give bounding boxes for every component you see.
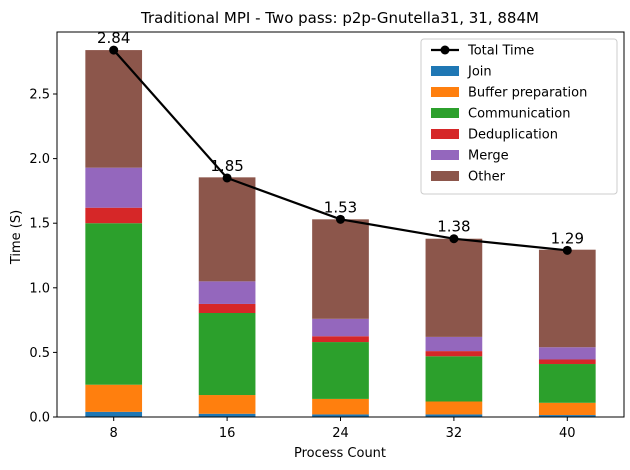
bar-segment-communication-8 — [85, 223, 143, 385]
total-time-point-8 — [109, 45, 119, 55]
legend-marker-total-time — [440, 45, 450, 55]
bar-segment-join-32 — [425, 414, 483, 417]
x-axis: 8 16 24 32 40 — [110, 417, 576, 441]
legend-swatch-merge — [431, 150, 459, 160]
bar-segment-deduplication-40 — [538, 359, 596, 365]
x-tick-label-8: 8 — [110, 426, 118, 441]
legend-label-join: Join — [467, 65, 492, 80]
bar-segment-merge-40 — [538, 347, 596, 360]
bar-segment-join-40 — [538, 415, 596, 417]
legend-label-other: Other — [468, 170, 506, 185]
bar-segment-buffer-preparation-32 — [425, 401, 483, 415]
bar-segment-communication-32 — [425, 356, 483, 402]
total-time-label-8: 2.84 — [97, 29, 130, 47]
total-time-label-40: 1.29 — [551, 229, 584, 247]
bar-segment-other-24 — [312, 219, 369, 319]
legend-label-total-time: Total Time — [467, 44, 534, 59]
legend-swatch-communication — [431, 108, 459, 118]
legend-swatch-buffer-preparation — [431, 87, 459, 97]
legend-swatch-join — [431, 66, 459, 76]
legend-box — [420, 38, 618, 195]
bar-segment-merge-24 — [312, 318, 369, 337]
total-time-label-16: 1.85 — [210, 157, 243, 175]
y-tick-label-2.5: 2.5 — [29, 88, 50, 103]
total-time-label-32: 1.38 — [437, 218, 470, 236]
y-tick-label-0.0: 0.0 — [29, 411, 50, 426]
bar-segment-communication-24 — [312, 342, 369, 399]
total-time-point-40 — [562, 245, 572, 255]
legend-label-communication: Communication — [468, 107, 570, 122]
y-axis-label: Time (S) — [9, 210, 24, 265]
bar-segment-other-40 — [538, 249, 596, 348]
legend: Total Time Join Buffer preparation Communic… — [420, 38, 618, 195]
total-time-point-24 — [336, 214, 345, 224]
x-tick-label-32: 32 — [446, 426, 463, 441]
bar-segment-deduplication-32 — [425, 351, 483, 357]
bar-segment-merge-16 — [198, 281, 256, 304]
bar-segment-deduplication-16 — [198, 303, 256, 313]
total-time-label-24: 1.53 — [324, 198, 357, 216]
x-tick-label-24: 24 — [332, 426, 349, 441]
bar-segment-other-16 — [198, 177, 256, 282]
bar-segment-merge-8 — [85, 167, 143, 208]
bar-segment-buffer-preparation-24 — [312, 398, 369, 415]
total-time-point-16 — [222, 173, 232, 183]
bar-segment-other-8 — [85, 50, 143, 168]
bar-segment-join-8 — [85, 411, 143, 417]
bar-segment-join-24 — [312, 414, 369, 417]
legend-label-merge: Merge — [468, 149, 509, 164]
bar-segment-merge-32 — [425, 336, 483, 352]
total-time-point-32 — [449, 234, 459, 244]
plot-area: 2.84 1.85 1.53 1.38 1.29 — [56, 29, 625, 418]
legend-label-deduplication: Deduplication — [468, 128, 558, 143]
x-tick-label-40: 40 — [559, 426, 576, 441]
bar-segment-join-16 — [198, 413, 256, 417]
bar-segment-other-32 — [425, 238, 483, 337]
bar-segment-buffer-preparation-40 — [538, 402, 596, 416]
y-tick-label-2.0: 2.0 — [29, 152, 50, 167]
x-axis-label: Process Count — [294, 446, 386, 461]
bar-segment-buffer-preparation-8 — [85, 384, 143, 412]
y-tick-label-0.5: 0.5 — [29, 346, 50, 361]
y-tick-label-1.0: 1.0 — [29, 281, 50, 296]
x-tick-label-16: 16 — [219, 426, 236, 441]
legend-label-buffer-preparation: Buffer preparation — [468, 86, 587, 101]
bar-segment-communication-16 — [198, 312, 256, 396]
y-axis: 0.0 0.5 1.0 1.5 2.0 2.5 — [29, 88, 57, 426]
bar-segment-deduplication-24 — [312, 336, 369, 343]
bar-segment-buffer-preparation-16 — [198, 395, 256, 414]
legend-swatch-deduplication — [431, 129, 459, 139]
chart-title: Traditional MPI - Two pass: p2p-Gnutella… — [140, 9, 539, 27]
y-tick-label-1.5: 1.5 — [29, 217, 50, 232]
bar-segment-communication-40 — [538, 364, 596, 403]
bar-segment-deduplication-8 — [85, 207, 143, 224]
legend-swatch-other — [431, 171, 459, 181]
